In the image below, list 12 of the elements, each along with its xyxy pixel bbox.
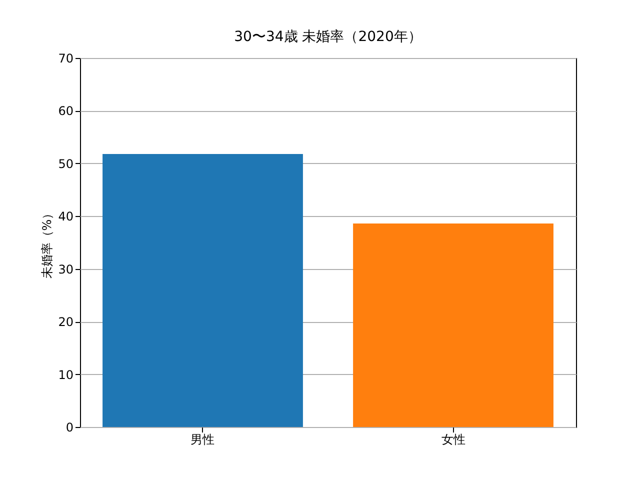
- y-tick-label: 30: [58, 262, 74, 276]
- y-axis-title: 未婚率（%）: [40, 207, 54, 279]
- y-tick-label: 50: [58, 156, 74, 171]
- y-tick-label: 70: [58, 52, 74, 66]
- chart-title: 30〜34歳 未婚率（2020年）: [234, 29, 422, 45]
- x-tick-label: 女性: [441, 432, 466, 446]
- y-tick-label: 10: [58, 368, 74, 382]
- y-tick-label: 20: [58, 315, 74, 330]
- y-tick-label: 60: [58, 104, 74, 118]
- y-tick-label: 40: [58, 210, 74, 224]
- y-tick-label: 0: [66, 420, 74, 434]
- x-tick-label: 男性: [190, 432, 215, 446]
